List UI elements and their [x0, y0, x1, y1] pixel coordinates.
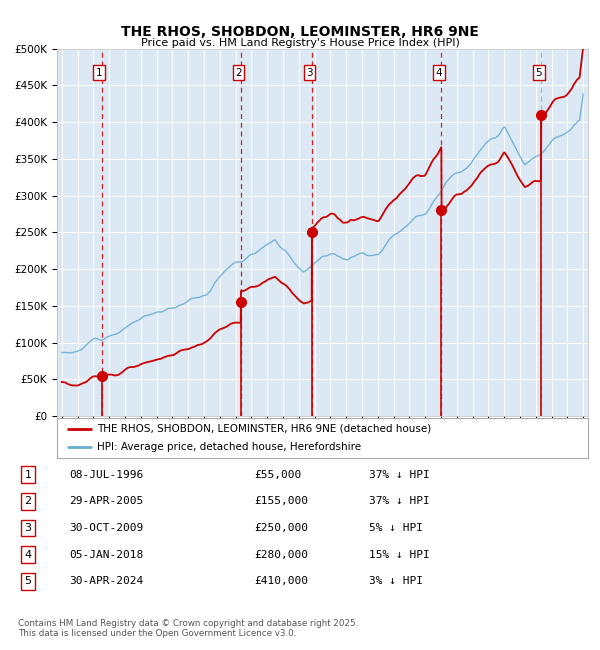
Text: 5: 5 [25, 577, 32, 586]
Text: 1: 1 [96, 68, 103, 77]
Text: 3% ↓ HPI: 3% ↓ HPI [369, 577, 423, 586]
Text: 3: 3 [306, 68, 313, 77]
Text: £155,000: £155,000 [254, 497, 308, 506]
Text: 15% ↓ HPI: 15% ↓ HPI [369, 550, 430, 560]
Text: 30-OCT-2009: 30-OCT-2009 [70, 523, 144, 533]
Text: HPI: Average price, detached house, Herefordshire: HPI: Average price, detached house, Here… [97, 443, 361, 452]
Text: Contains HM Land Registry data © Crown copyright and database right 2025.
This d: Contains HM Land Registry data © Crown c… [18, 619, 358, 638]
Text: 1: 1 [25, 470, 32, 480]
Text: THE RHOS, SHOBDON, LEOMINSTER, HR6 9NE: THE RHOS, SHOBDON, LEOMINSTER, HR6 9NE [121, 25, 479, 39]
Text: 08-JUL-1996: 08-JUL-1996 [70, 470, 144, 480]
Text: 4: 4 [25, 550, 32, 560]
Text: 05-JAN-2018: 05-JAN-2018 [70, 550, 144, 560]
Text: 5% ↓ HPI: 5% ↓ HPI [369, 523, 423, 533]
Text: £250,000: £250,000 [254, 523, 308, 533]
Text: £410,000: £410,000 [254, 577, 308, 586]
Text: £55,000: £55,000 [254, 470, 301, 480]
Text: 3: 3 [25, 523, 32, 533]
Text: 37% ↓ HPI: 37% ↓ HPI [369, 497, 430, 506]
Text: 2: 2 [235, 68, 242, 77]
Text: 5: 5 [535, 68, 542, 77]
Text: £280,000: £280,000 [254, 550, 308, 560]
Text: 4: 4 [436, 68, 442, 77]
Text: 30-APR-2024: 30-APR-2024 [70, 577, 144, 586]
Text: THE RHOS, SHOBDON, LEOMINSTER, HR6 9NE (detached house): THE RHOS, SHOBDON, LEOMINSTER, HR6 9NE (… [97, 424, 431, 434]
Text: 37% ↓ HPI: 37% ↓ HPI [369, 470, 430, 480]
Text: Price paid vs. HM Land Registry's House Price Index (HPI): Price paid vs. HM Land Registry's House … [140, 38, 460, 48]
Text: 29-APR-2005: 29-APR-2005 [70, 497, 144, 506]
Text: 2: 2 [25, 497, 32, 506]
